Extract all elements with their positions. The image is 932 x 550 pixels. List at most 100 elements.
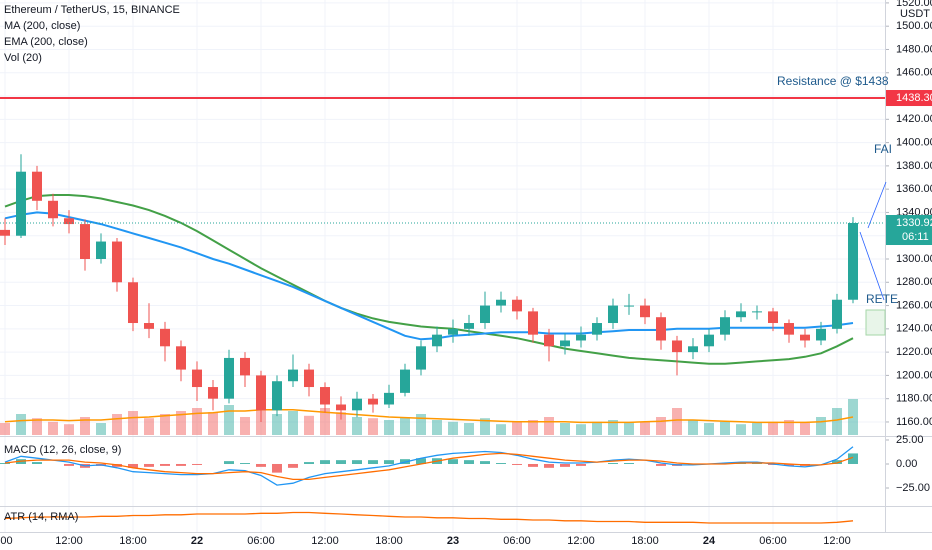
candle-body xyxy=(384,392,394,405)
volume-bar xyxy=(208,412,218,435)
y-tick-label: 1380.00 xyxy=(896,160,932,172)
candle-body xyxy=(288,369,298,382)
x-tick-label: 06:00 xyxy=(247,535,275,547)
candle-body xyxy=(16,171,26,236)
x-tick-label: 24 xyxy=(703,535,716,547)
volume-bar xyxy=(32,418,42,435)
volume-bar xyxy=(352,417,362,435)
ma-line xyxy=(4,194,854,365)
volume-bar xyxy=(736,424,746,435)
candle-body xyxy=(768,311,778,324)
drawing-box xyxy=(865,309,886,336)
volume-bar xyxy=(288,411,298,435)
volume-bar xyxy=(480,418,490,435)
drawing-line xyxy=(859,231,885,301)
candle-body xyxy=(816,328,826,341)
volume-bar xyxy=(688,420,698,435)
candle-body xyxy=(832,299,842,329)
volume-bar xyxy=(608,420,618,435)
volume-bar xyxy=(784,420,794,435)
y-tick-label: 1300.00 xyxy=(896,253,932,265)
volume-bar xyxy=(160,414,170,435)
macd-histogram-bar xyxy=(256,463,266,467)
x-tick-label: 18:00 xyxy=(375,535,403,547)
candle-body xyxy=(96,241,106,259)
macd-histogram-bar xyxy=(496,463,506,464)
x-tick-label: 12:00 xyxy=(823,535,851,547)
y-tick-label: 1240.00 xyxy=(896,323,932,335)
macd-histogram-bar xyxy=(336,460,346,464)
volume-ma-line xyxy=(4,409,854,424)
candle-body xyxy=(448,328,458,335)
volume-bar xyxy=(176,411,186,435)
volume-bar xyxy=(672,408,682,435)
macd-histogram-bar xyxy=(160,463,170,466)
macd-histogram-bar xyxy=(320,460,330,464)
indicator-label: Vol (20) xyxy=(4,52,42,64)
y-tick-label: 1400.00 xyxy=(896,137,932,149)
macd-histogram-bar xyxy=(272,463,282,473)
candle-body xyxy=(528,311,538,335)
candle-body xyxy=(720,317,730,335)
volume-bar xyxy=(576,424,586,435)
candle-body xyxy=(544,334,554,347)
volume-bar xyxy=(48,421,58,435)
macd-histogram-bar xyxy=(608,463,618,464)
y-tick-label: 1420.00 xyxy=(896,113,932,125)
macd-histogram-bar xyxy=(304,462,314,464)
candle-body xyxy=(304,369,314,388)
volume-bar xyxy=(128,411,138,435)
volume-bar xyxy=(144,418,154,435)
y-tick-label: −25.00 xyxy=(896,482,930,494)
volume-bar xyxy=(704,423,714,435)
candle-body xyxy=(352,398,362,411)
candle-body xyxy=(112,241,122,283)
volume-bar xyxy=(528,420,538,435)
volume-bar xyxy=(720,421,730,435)
y-tick-label: 1160.00 xyxy=(896,416,932,428)
volume-bar xyxy=(16,414,26,435)
volume-bar xyxy=(752,423,762,435)
volume-bar xyxy=(768,421,778,435)
candle-body xyxy=(752,311,762,313)
volume-bar xyxy=(96,423,106,435)
candle-body xyxy=(656,317,666,341)
y-tick-label: 1520.00 xyxy=(896,0,932,9)
y-tick-label: 1460.00 xyxy=(896,67,932,79)
candle-body xyxy=(336,404,346,411)
y-tick-label: 1500.00 xyxy=(896,20,932,32)
volume-bar xyxy=(336,412,346,435)
y-tick-label: 1200.00 xyxy=(896,369,932,381)
volume-bar xyxy=(64,424,74,435)
indicator-label: ATR (14, RMA) xyxy=(4,511,78,523)
y-tick-label: 1480.00 xyxy=(896,43,932,55)
candle-body xyxy=(512,299,522,312)
macd-histogram-bar xyxy=(416,458,426,464)
macd-histogram-bar xyxy=(192,463,202,465)
y-tick-label: 1180.00 xyxy=(896,393,932,405)
volume-bar xyxy=(816,417,826,435)
x-tick-label: 06:00 xyxy=(503,535,531,547)
candle-body xyxy=(64,218,74,225)
macd-histogram-bar xyxy=(288,463,298,468)
candle-body xyxy=(672,340,682,353)
macd-histogram-bar xyxy=(128,463,138,468)
candle-body xyxy=(576,334,586,341)
candle-body xyxy=(688,346,698,353)
x-tick-label: :00 xyxy=(0,535,13,547)
candle-body xyxy=(48,200,58,219)
price-badge xyxy=(886,215,932,246)
price-badge xyxy=(886,90,932,107)
macd-histogram-bar xyxy=(384,460,394,464)
volume-bar xyxy=(512,421,522,435)
ma-line xyxy=(4,211,854,341)
macd-histogram-bar xyxy=(144,463,154,467)
volume-bar xyxy=(832,408,842,435)
volume-bar xyxy=(400,417,410,435)
macd-histogram-bar xyxy=(832,460,842,464)
volume-bar xyxy=(112,414,122,435)
candle-body xyxy=(480,305,490,324)
x-tick-label: 22 xyxy=(191,535,203,547)
candle-body xyxy=(592,323,602,335)
